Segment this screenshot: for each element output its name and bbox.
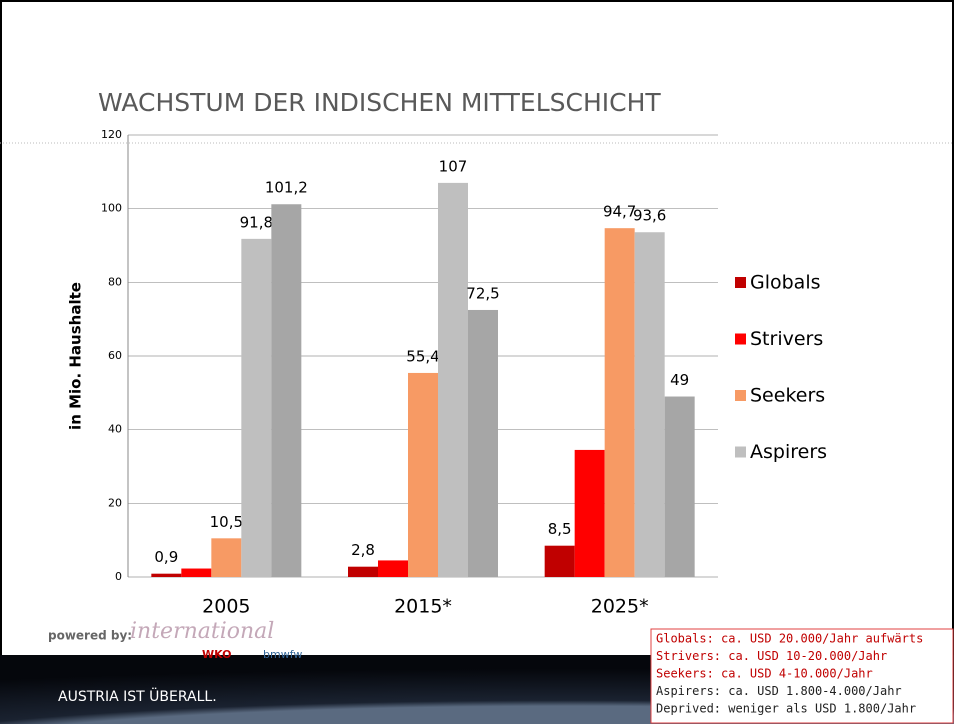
x-tick-label: 2025* bbox=[591, 596, 649, 618]
y-tick-label: 100 bbox=[101, 202, 122, 215]
legend-swatch bbox=[735, 447, 746, 458]
data-label: 107 bbox=[439, 157, 468, 175]
legend-swatch bbox=[735, 334, 746, 345]
bar bbox=[151, 574, 181, 577]
page: WACHSTUM DER INDISCHEN MITTELSCHICHT in … bbox=[0, 0, 954, 724]
data-label: 2,8 bbox=[351, 541, 375, 559]
y-tick-label: 120 bbox=[101, 128, 122, 141]
note: Seekers: ca. USD 4-10.000/Jahr bbox=[656, 667, 873, 681]
data-label: 8,5 bbox=[548, 520, 572, 538]
x-tick-label: 2005 bbox=[202, 596, 250, 618]
bar bbox=[378, 560, 408, 577]
legend-label: Strivers bbox=[750, 328, 823, 350]
powered-by: powered by: bbox=[48, 629, 132, 643]
legend-label: Globals bbox=[750, 272, 821, 294]
legend-label: Aspirers bbox=[750, 441, 827, 463]
note: Aspirers: ca. USD 1.800-4.000/Jahr bbox=[656, 684, 902, 698]
logo-wko: WKO bbox=[202, 648, 232, 661]
bar bbox=[438, 183, 468, 577]
logo-text: international bbox=[130, 619, 274, 644]
y-tick-label: 40 bbox=[108, 423, 122, 436]
bar bbox=[635, 232, 665, 577]
data-label: 55,4 bbox=[406, 347, 439, 365]
bar bbox=[181, 569, 211, 577]
data-label: 94,7 bbox=[603, 203, 636, 221]
chart-title: WACHSTUM DER INDISCHEN MITTELSCHICHT bbox=[98, 88, 661, 117]
bar bbox=[211, 538, 241, 577]
bar bbox=[468, 310, 498, 577]
x-tick-label: 2015* bbox=[394, 596, 452, 618]
data-label: 10,5 bbox=[210, 513, 243, 531]
y-tick-label: 80 bbox=[108, 275, 122, 288]
data-label: 93,6 bbox=[633, 207, 666, 225]
note: Globals: ca. USD 20.000/Jahr aufwärts bbox=[656, 632, 923, 646]
data-label: 0,9 bbox=[154, 548, 178, 566]
y-axis-label: in Mio. Haushalte bbox=[67, 282, 85, 430]
data-label: 101,2 bbox=[265, 179, 308, 197]
bar bbox=[348, 567, 378, 577]
y-tick-label: 20 bbox=[108, 496, 122, 509]
note: Deprived: weniger als USD 1.800/Jahr bbox=[656, 702, 916, 716]
y-tick-label: 0 bbox=[115, 570, 122, 583]
logo-bmwfw: bmwfw bbox=[263, 648, 302, 661]
bar bbox=[545, 546, 575, 577]
note: Strivers: ca. USD 10-20.000/Jahr bbox=[656, 649, 887, 663]
data-label: 72,5 bbox=[466, 284, 499, 302]
legend-swatch bbox=[735, 277, 746, 288]
bar bbox=[241, 239, 271, 577]
bar bbox=[575, 450, 605, 577]
bar bbox=[408, 373, 438, 577]
data-label: 49 bbox=[670, 371, 689, 389]
slide: WACHSTUM DER INDISCHEN MITTELSCHICHT in … bbox=[0, 0, 954, 724]
bar bbox=[605, 228, 635, 577]
bar bbox=[665, 397, 695, 577]
y-tick-label: 60 bbox=[108, 349, 122, 362]
legend-label: Seekers bbox=[750, 385, 825, 407]
bar bbox=[271, 204, 301, 577]
slogan: AUSTRIA IST ÜBERALL. bbox=[58, 687, 217, 705]
legend-swatch bbox=[735, 390, 746, 401]
data-label: 91,8 bbox=[240, 213, 273, 231]
